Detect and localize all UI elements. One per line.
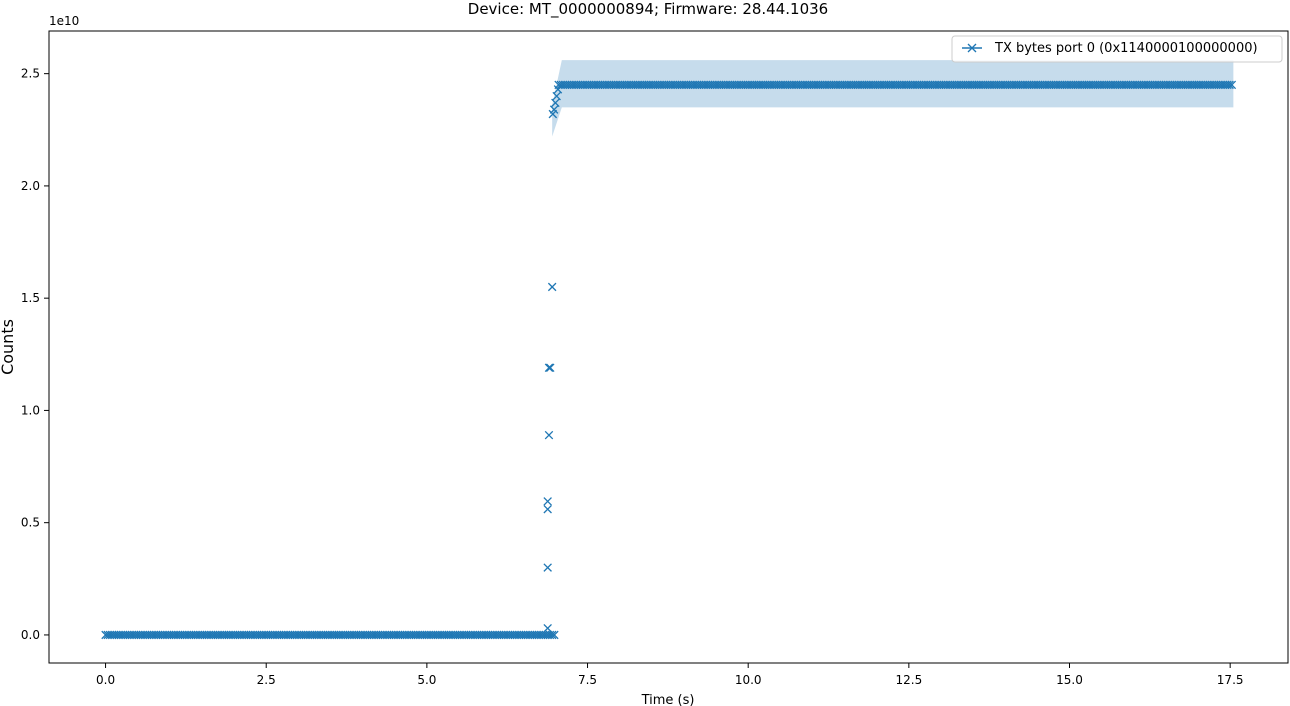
y-tick-label: 0.0 [21, 628, 40, 642]
x-tick-label: 2.5 [257, 673, 276, 687]
y-tick-label: 0.5 [21, 516, 40, 530]
data-point [543, 623, 552, 633]
y-tick-label: 1.0 [21, 403, 40, 417]
y-tick-label: 2.0 [21, 179, 40, 193]
data-point [547, 630, 557, 640]
data-point [545, 363, 555, 373]
y-axis-ticks: 0.0 0.5 1.0 1.5 2.0 2.5 [21, 67, 49, 642]
x-tick-label: 17.5 [1217, 673, 1244, 687]
legend: TX bytes port 0 (0x1140000100000000) [951, 35, 1283, 63]
data-point [551, 98, 560, 108]
plot-frame [48, 30, 1289, 664]
x-tick-label: 7.5 [578, 673, 597, 687]
confidence-band [552, 60, 1234, 137]
data-point [1227, 80, 1237, 90]
x-tick-label: 0.0 [96, 673, 115, 687]
data-point [1225, 80, 1234, 90]
x-tick-label: 10.0 [735, 673, 762, 687]
data-point [552, 91, 561, 101]
x-tick-label: 5.0 [417, 673, 436, 687]
data-point [544, 363, 554, 373]
band-area [552, 60, 1234, 137]
legend-marker [967, 43, 977, 53]
data-point [543, 497, 552, 506]
chart-title: Device: MT_0000000894; Firmware: 28.44.1… [468, 0, 828, 19]
x-axis-ticks: 0.0 2.5 5.0 7.5 10.0 12.5 15.0 17.5 [96, 663, 1244, 687]
x-tick-label: 15.0 [1056, 673, 1083, 687]
data-point [544, 430, 554, 440]
y-tick-label: 1.5 [21, 291, 40, 305]
data-point [553, 85, 563, 94]
data-point [547, 282, 557, 292]
data-point [543, 504, 552, 514]
y-tick-label: 2.5 [21, 67, 40, 81]
data-point [550, 630, 559, 640]
data-markers [101, 80, 1237, 640]
y-offset-label: 1e10 [49, 14, 79, 28]
legend-box [951, 35, 1283, 63]
data-point [543, 563, 552, 572]
data-point [549, 105, 559, 114]
y-axis-label: Counts [0, 319, 17, 375]
legend-entry: TX bytes port 0 (0x1140000100000000) [994, 41, 1258, 56]
x-axis-label: Time (s) [641, 693, 695, 706]
x-tick-label: 12.5 [895, 673, 922, 687]
